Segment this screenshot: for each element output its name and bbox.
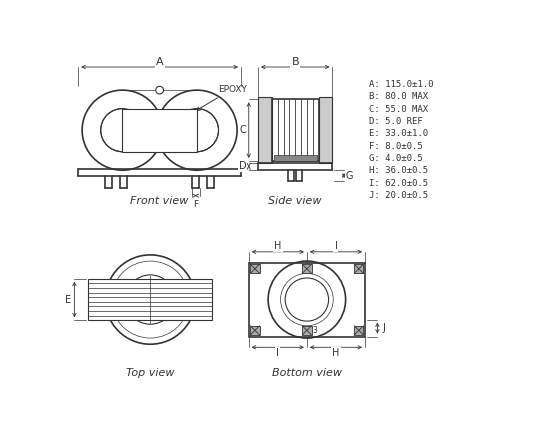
Bar <box>249 263 365 337</box>
Text: H: H <box>274 241 281 252</box>
Text: C: 55.0 MAX: C: 55.0 MAX <box>369 105 428 114</box>
Bar <box>354 326 364 335</box>
Text: B: 80.0 MAX: B: 80.0 MAX <box>369 93 428 101</box>
Text: F: F <box>193 200 198 209</box>
Text: I: I <box>277 348 279 358</box>
Circle shape <box>156 86 164 94</box>
Bar <box>123 109 197 152</box>
Text: A: 115.0±1.0: A: 115.0±1.0 <box>369 80 433 89</box>
Text: I: 62.0±0.5: I: 62.0±0.5 <box>369 179 428 188</box>
Text: G: G <box>346 171 353 181</box>
Text: F: 8.0±0.5: F: 8.0±0.5 <box>369 142 423 151</box>
Bar <box>273 155 317 161</box>
Text: H: H <box>332 348 340 358</box>
Bar <box>251 326 260 335</box>
Text: D: 5.0 REF: D: 5.0 REF <box>369 117 423 126</box>
Text: J: 20.0±0.5: J: 20.0±0.5 <box>369 191 428 200</box>
Text: E: 33.0±1.0: E: 33.0±1.0 <box>369 129 428 138</box>
Text: 3: 3 <box>312 326 317 335</box>
Text: G: 4.0±0.5: G: 4.0±0.5 <box>369 154 423 163</box>
Text: B: B <box>292 58 299 67</box>
Bar <box>354 264 364 273</box>
Text: J: J <box>383 323 386 333</box>
Bar <box>251 264 260 273</box>
Text: H: 36.0±0.5: H: 36.0±0.5 <box>369 167 428 175</box>
Text: EPOXY: EPOXY <box>196 85 247 110</box>
Text: D: D <box>239 161 246 171</box>
Bar <box>272 99 319 161</box>
Text: Side view: Side view <box>269 196 322 206</box>
Text: Bottom view: Bottom view <box>272 368 342 378</box>
Bar <box>302 264 311 273</box>
Text: E: E <box>65 295 71 304</box>
Text: C: C <box>240 125 247 135</box>
Text: Front view: Front view <box>131 196 189 206</box>
Bar <box>319 97 333 163</box>
Bar <box>88 279 212 320</box>
Text: Top view: Top view <box>126 368 175 378</box>
Text: A: A <box>156 58 164 67</box>
Bar <box>302 326 311 335</box>
Bar <box>258 97 272 163</box>
Text: I: I <box>335 241 337 252</box>
